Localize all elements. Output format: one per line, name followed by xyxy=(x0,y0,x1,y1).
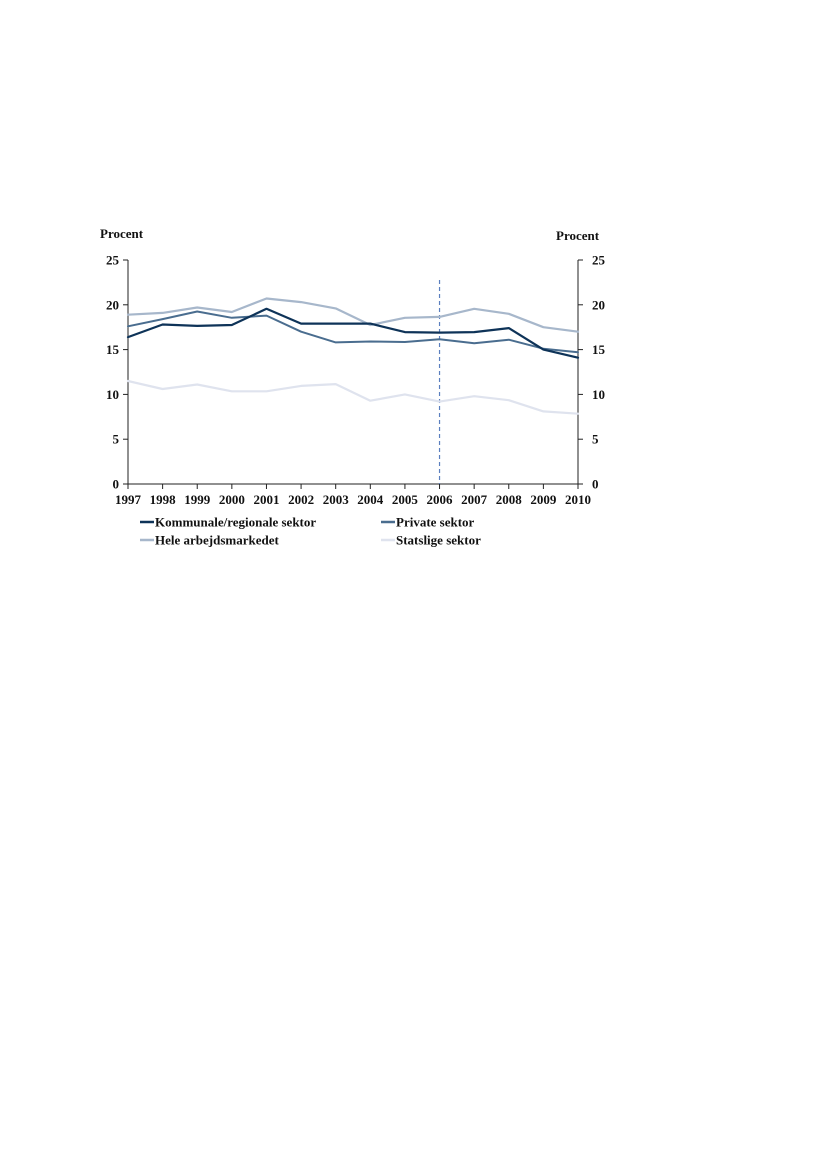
chart-legend: Kommunale/regionale sektor Private sektor… xyxy=(140,515,481,548)
x-tick-label: 2006 xyxy=(427,492,454,507)
left-axis-unit-label: Procent xyxy=(100,226,144,241)
x-tick-label: 2002 xyxy=(288,492,314,507)
right-y-tick-label: 15 xyxy=(592,342,606,357)
legend-label: Kommunale/regionale sektor xyxy=(155,515,316,530)
right-y-tick-label: 5 xyxy=(592,432,599,447)
x-tick-label: 2001 xyxy=(253,492,279,507)
x-tick-label: 2003 xyxy=(323,492,350,507)
left-y-tick-label: 10 xyxy=(106,387,119,402)
x-tick-label: 1997 xyxy=(115,492,142,507)
left-y-tick-label: 0 xyxy=(113,477,120,492)
right-axis-unit-label: Procent xyxy=(556,228,600,243)
x-tick-label: 1998 xyxy=(150,492,177,507)
right-y-tick-label: 25 xyxy=(592,253,606,268)
x-tick-label: 2009 xyxy=(530,492,557,507)
left-y-tick-label: 5 xyxy=(113,432,120,447)
x-tick-label: 2010 xyxy=(565,492,591,507)
x-tick-label: 2004 xyxy=(357,492,384,507)
left-y-tick-label: 20 xyxy=(106,297,119,312)
right-y-tick-label: 0 xyxy=(592,477,599,492)
chart-axes: 0 0 5 5 10 10 15 15 20 20 25 25 1997 1998 1999 2000 2001… xyxy=(106,253,606,508)
x-tick-label: 2007 xyxy=(461,492,488,507)
legend-label: Statslige sektor xyxy=(396,533,481,548)
x-tick-label: 2005 xyxy=(392,492,419,507)
series-lines xyxy=(126,297,580,415)
x-tick-label: 1999 xyxy=(184,492,211,507)
legend-label: Hele arbejdsmarkedet xyxy=(155,533,280,548)
series-line-kommunale-regionale-sektor xyxy=(126,307,580,359)
left-y-tick-label: 15 xyxy=(106,342,120,357)
left-y-tick-label: 25 xyxy=(106,253,120,268)
series-line-hele-arbejdsmarkedet xyxy=(126,297,580,333)
x-tick-label: 2008 xyxy=(496,492,523,507)
right-y-tick-label: 10 xyxy=(592,387,605,402)
series-line-statslige-sektor xyxy=(126,379,580,415)
legend-label: Private sektor xyxy=(396,515,475,530)
x-tick-label: 2000 xyxy=(219,492,245,507)
right-y-tick-label: 20 xyxy=(592,297,605,312)
series-line-private-sektor xyxy=(127,310,579,354)
